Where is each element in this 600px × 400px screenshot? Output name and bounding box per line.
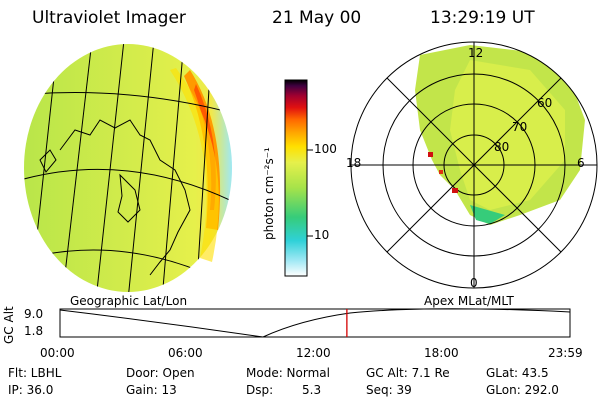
glon-field: GLon: 292.0 [486,383,559,397]
geographic-coords-title: Geographic Lat/Lon [70,294,188,308]
apex-coords-title: Apex MLat/MLT [424,294,514,308]
tick-1800: 18:00 [424,346,459,360]
lat-70-label: 70 [512,120,528,134]
ip-field: IP: 36.0 [8,383,54,397]
mlt-12-label: 12 [468,46,484,60]
colorbar-tick-100: 100 [314,142,337,156]
instrument-title: Ultraviolet Imager [32,8,186,28]
tick-0600: 06:00 [168,346,203,360]
tick-0000: 00:00 [40,346,75,360]
colorbar-gradient [284,79,308,277]
filter-field: Flt: LBHL [8,366,62,380]
lat-80-label: 80 [494,140,510,154]
tick-1200: 12:00 [296,346,331,360]
seq-field: Seq: 39 [366,383,412,397]
tick-2359: 23:59 [548,346,583,360]
earth-disk [24,44,232,292]
dsp-value: 5.3 [302,383,322,397]
altitude-curve [59,308,571,338]
mlt-18-label: 18 [346,156,362,170]
door-field: Door: Open [126,366,195,380]
mode-field: Mode: Normal [246,366,330,380]
gain-field: Gain: 13 [126,383,177,397]
timeline-y-max: 9.0 [24,307,44,321]
lat-60-label: 60 [537,96,553,110]
timeline-y-min: 1.8 [24,324,44,338]
mlt-0-label: 0 [470,276,478,290]
time-label: 13:29:19 UT [430,8,535,28]
mlt-6-label: 6 [577,156,585,170]
glat-field: GLat: 43.5 [486,366,549,380]
colorbar-tick-10: 10 [314,228,330,242]
gc-alt-field: GC Alt: 7.1 Re [366,366,450,380]
date-label: 21 May 00 [272,8,362,28]
dsp-label: Dsp: [246,383,274,397]
